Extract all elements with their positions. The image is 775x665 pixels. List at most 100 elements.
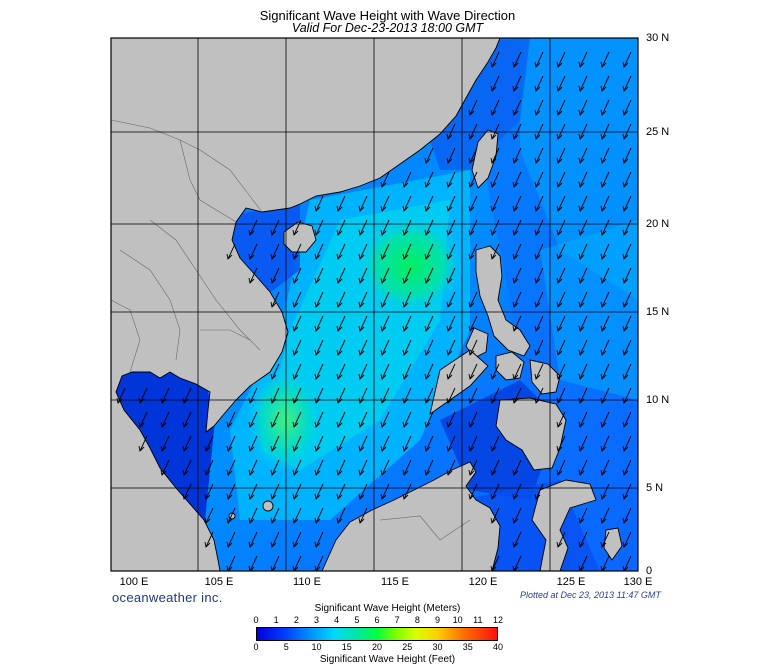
wave-arrow <box>381 339 390 356</box>
wave-arrow-head <box>270 373 277 380</box>
wave-arrow-head <box>292 493 299 500</box>
wave-arrow-head <box>490 157 497 164</box>
wave-arrow-head <box>292 421 299 428</box>
wave-arrow-head <box>292 445 299 452</box>
wave-arrow-head <box>622 61 629 68</box>
lon-label: 120 E <box>468 576 498 588</box>
wave-arrow <box>381 411 390 428</box>
wave-arrow <box>293 291 302 308</box>
wave-arrow <box>447 123 456 140</box>
wave-arrow <box>381 219 390 236</box>
wave-arrow-head <box>292 373 299 380</box>
wave-arrow-head <box>622 253 629 260</box>
wave-arrow <box>271 363 280 380</box>
wave-arrow <box>601 243 610 260</box>
colorbar-meters-tick: 7 <box>394 615 400 625</box>
wave-arrow <box>579 507 588 524</box>
wave-arrow <box>579 219 588 236</box>
wave-arrow-head <box>204 517 211 524</box>
wave-arrow <box>359 219 368 236</box>
wave-arrow <box>447 195 456 212</box>
wave-arrow-head <box>402 469 409 476</box>
wave-arrow-head <box>490 517 497 524</box>
wave-arrow <box>271 267 280 284</box>
wave-arrow <box>601 459 610 476</box>
wave-arrow <box>249 435 258 452</box>
wave-arrow <box>623 99 632 116</box>
wave-arrow <box>315 291 324 308</box>
wave-arrow <box>447 363 456 380</box>
wave-arrow-head <box>468 325 475 332</box>
colorbar-meters-tick: 3 <box>313 615 319 625</box>
wave-arrow-head <box>336 205 343 212</box>
colorbar-feet-title: Significant Wave Height (Feet) <box>319 654 456 665</box>
wave-arrow <box>535 99 544 116</box>
wave-arrow <box>315 555 324 571</box>
wave-arrow <box>315 243 324 260</box>
wave-arrow-head <box>358 301 365 308</box>
wave-arrow-head <box>534 181 541 188</box>
wave-arrow <box>425 411 434 428</box>
wave-arrow-head <box>336 421 343 428</box>
wave-arrow-head <box>270 493 277 500</box>
wave-arrow-head <box>446 205 453 212</box>
wave-arrow-head <box>314 517 321 524</box>
wave-arrow-head <box>270 517 277 524</box>
wave-arrow-head <box>292 517 299 524</box>
wave-arrow <box>425 459 434 476</box>
wave-arrow-head <box>182 469 189 476</box>
wave-arrow <box>183 435 192 452</box>
wave-arrow <box>469 171 478 188</box>
wave-arrow <box>293 219 302 236</box>
wave-arrow <box>293 459 302 476</box>
wave-arrow <box>557 363 566 380</box>
wave-arrow-head <box>556 397 563 404</box>
wave-arrow <box>271 555 280 571</box>
wave-arrow <box>359 243 368 260</box>
wave-arrow-head <box>424 253 431 260</box>
wave-arrow <box>601 267 610 284</box>
wave-arrow <box>161 387 170 404</box>
wave-arrow <box>491 99 500 116</box>
wave-arrow <box>337 459 346 476</box>
wave-arrow-head <box>358 445 365 452</box>
wave-arrow-head <box>336 517 343 524</box>
wave-arrow <box>557 147 566 164</box>
wave-arrow-head <box>182 445 189 452</box>
wave-arrow <box>535 195 544 212</box>
wave-arrow-head <box>578 469 585 476</box>
wave-arrow-head <box>556 253 563 260</box>
wave-arrow-head <box>556 109 563 116</box>
wave-arrow-head <box>402 493 409 500</box>
wave-arrow <box>469 123 478 140</box>
wave-arrow <box>623 507 632 524</box>
wave-arrow-head <box>600 397 607 404</box>
wave-arrow-head <box>622 421 629 428</box>
wave-arrow-head <box>292 277 299 284</box>
wave-arrow-head <box>292 229 299 236</box>
wave-arrow-head <box>578 205 585 212</box>
wave-arrow <box>359 291 368 308</box>
wave-arrow <box>381 315 390 332</box>
wave-arrow <box>557 411 566 428</box>
wave-arrow <box>403 195 412 212</box>
wave-arrow-head <box>578 85 585 92</box>
colorbar-meters-tick: 4 <box>334 615 340 625</box>
wave-arrow-head <box>292 253 299 260</box>
wave-arrow <box>425 387 434 404</box>
wave-arrow-head <box>402 421 409 428</box>
wave-arrow-head <box>512 253 519 260</box>
wave-arrow-head <box>380 349 387 356</box>
wave-arrow-head <box>402 181 409 188</box>
wave-arrow-head <box>314 301 321 308</box>
wave-arrow-head <box>534 85 541 92</box>
wave-arrow <box>381 195 390 212</box>
wave-arrow <box>447 267 456 284</box>
wave-arrow <box>513 267 522 284</box>
wave-arrow <box>293 531 302 548</box>
wave-arrow-head <box>204 469 211 476</box>
wave-arrow <box>557 123 566 140</box>
wave-arrow <box>469 99 478 116</box>
wave-arrow <box>579 555 588 571</box>
wave-arrow <box>381 363 390 380</box>
